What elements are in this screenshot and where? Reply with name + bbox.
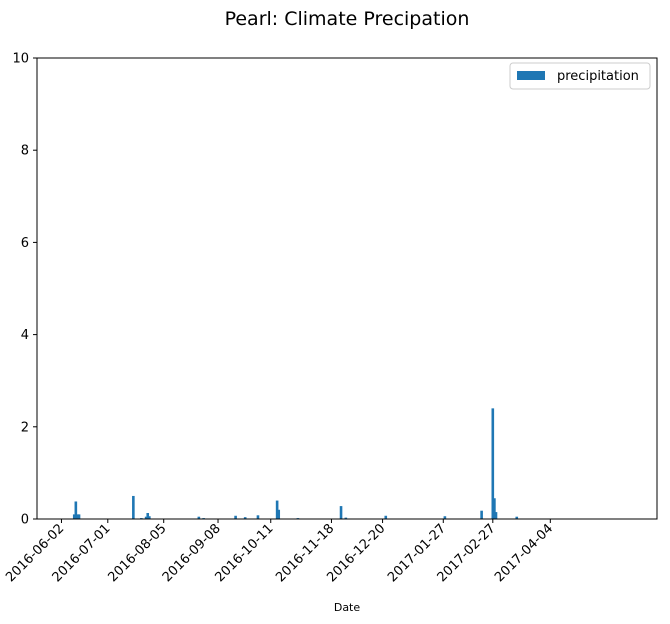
precipitation-bar — [72, 514, 76, 519]
precipitation-bar — [277, 509, 281, 519]
precipitation-bar — [493, 498, 496, 519]
plot-frame — [36, 57, 658, 520]
y-tick-label: 4 — [21, 328, 29, 343]
precipitation-bar — [344, 517, 348, 519]
precipitation-bar — [494, 512, 498, 519]
x-tick-label: 2017-04-04 — [492, 521, 556, 585]
precipitation-bar — [197, 516, 201, 519]
precipitation-bar — [275, 500, 279, 519]
y-tick-label: 8 — [21, 144, 29, 159]
precipitation-bar — [74, 501, 78, 519]
y-tick-label: 2 — [21, 420, 29, 435]
precipitation-bar — [256, 515, 260, 519]
precipitation-bar — [132, 495, 135, 519]
precipitation-bar — [384, 515, 388, 519]
bars-layer — [72, 408, 519, 519]
y-tick-label: 6 — [21, 236, 29, 251]
chart-title: Pearl: Climate Precipation — [225, 8, 470, 30]
legend-swatch — [517, 71, 545, 80]
precipitation-bar — [146, 513, 150, 519]
precipitation-bar — [515, 516, 519, 519]
precipitation-bar — [148, 516, 151, 519]
precipitation-bar — [234, 515, 237, 519]
x-axis-label: Date — [334, 601, 361, 614]
precipitation-bar — [76, 514, 79, 519]
precipitation-bar — [144, 516, 148, 519]
precipitation-bar — [443, 516, 447, 519]
legend-label: precipitation — [557, 69, 639, 84]
precipitation-bar — [491, 408, 495, 519]
precipitation-bar — [243, 517, 247, 519]
precipitation-bar — [339, 506, 343, 519]
legend-box — [509, 62, 651, 90]
precipitation-bar — [480, 510, 483, 519]
x-axis: 2016-06-022016-07-012016-08-052016-09-08… — [3, 519, 556, 585]
y-axis: 0 2 4 6 8 10 — [12, 52, 37, 528]
y-tick-label: 10 — [12, 52, 29, 67]
legend: precipitation — [509, 62, 651, 90]
precipitation-bar — [77, 514, 81, 519]
y-tick-label: 0 — [21, 513, 29, 528]
